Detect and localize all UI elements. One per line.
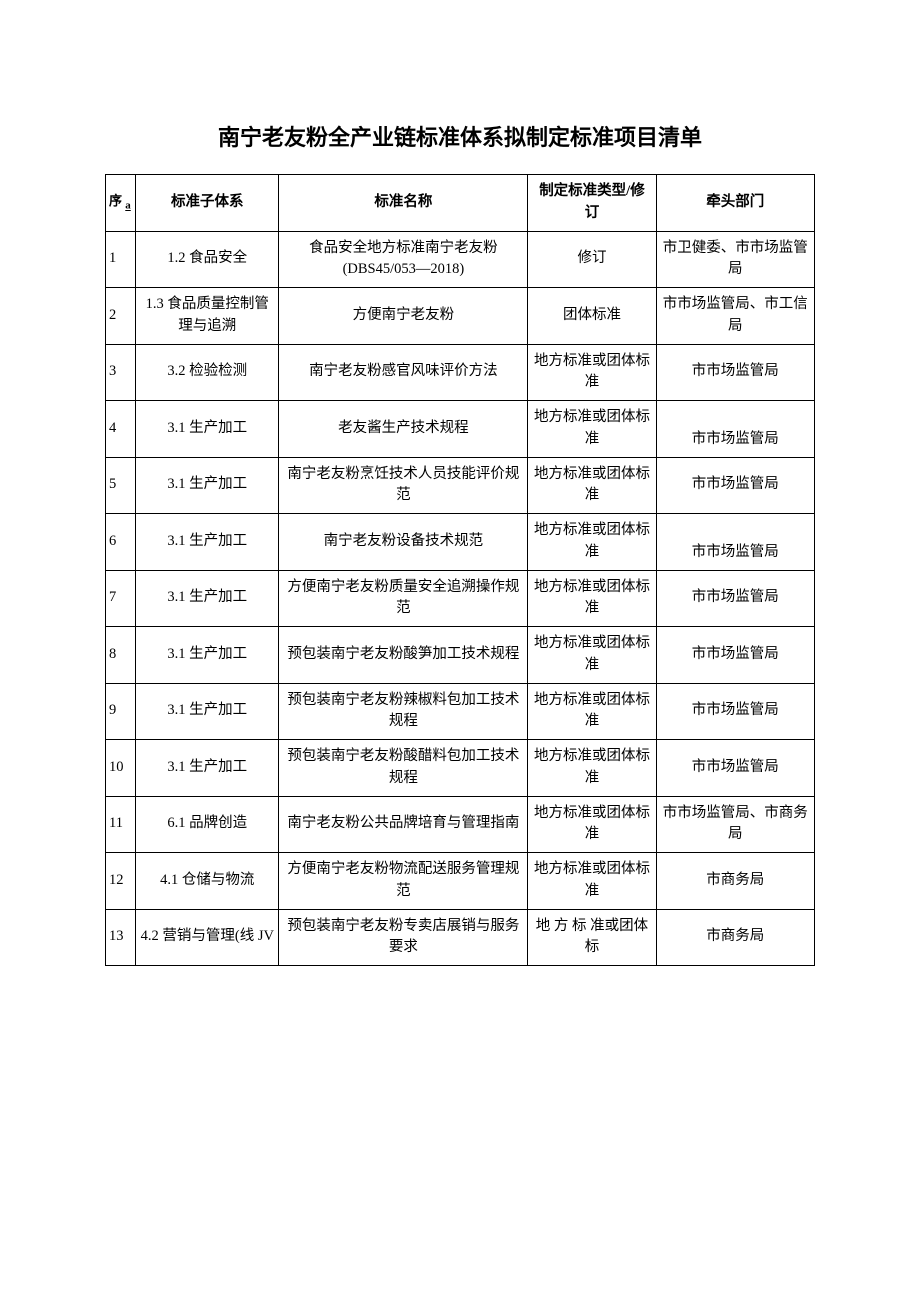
cell-type: 修订 bbox=[528, 231, 656, 288]
cell-index: 4 bbox=[106, 401, 136, 458]
cell-standard-name: 方便南宁老友粉 bbox=[279, 288, 528, 345]
table-row: 53.1 生产加工南宁老友粉烹饪技术人员技能评价规范地方标准或团体标准市市场监管… bbox=[106, 457, 815, 514]
table-row: 116.1 品牌创造南宁老友粉公共品牌培育与管理指南地方标准或团体标准市市场监管… bbox=[106, 796, 815, 853]
cell-index: 2 bbox=[106, 288, 136, 345]
cell-index: 6 bbox=[106, 514, 136, 571]
page-title: 南宁老友粉全产业链标准体系拟制定标准项目清单 bbox=[105, 120, 815, 152]
table-row: 33.2 检验检测南宁老友粉感官风味评价方法地方标准或团体标准市市场监管局 bbox=[106, 344, 815, 401]
cell-index: 3 bbox=[106, 344, 136, 401]
table-row: 83.1 生产加工预包装南宁老友粉酸笋加工技术规程地方标准或团体标准市市场监管局 bbox=[106, 627, 815, 684]
cell-index: 10 bbox=[106, 740, 136, 797]
cell-index: 9 bbox=[106, 683, 136, 740]
cell-department: 市市场监管局、市商务局 bbox=[656, 796, 814, 853]
cell-standard-name: 南宁老友粉设备技术规范 bbox=[279, 514, 528, 571]
cell-standard-name: 方便南宁老友粉质量安全追溯操作规范 bbox=[279, 570, 528, 627]
cell-type: 地方标准或团体标准 bbox=[528, 740, 656, 797]
cell-type: 地方标准或团体标准 bbox=[528, 457, 656, 514]
table-row: 134.2 营销与管理(线 JV预包装南宁老友粉专卖店展销与服务要求地 方 标 … bbox=[106, 909, 815, 966]
cell-type: 团体标准 bbox=[528, 288, 656, 345]
cell-standard-name: 方便南宁老友粉物流配送服务管理规范 bbox=[279, 853, 528, 910]
table-row: 73.1 生产加工方便南宁老友粉质量安全追溯操作规范地方标准或团体标准市市场监管… bbox=[106, 570, 815, 627]
standards-table: 序 a 标准子体系 标准名称 制定标准类型/修订 牵头部门 11.2 食品安全食… bbox=[105, 174, 815, 966]
cell-index: 7 bbox=[106, 570, 136, 627]
cell-standard-name: 预包装南宁老友粉酸笋加工技术规程 bbox=[279, 627, 528, 684]
cell-type: 地方标准或团体标准 bbox=[528, 796, 656, 853]
cell-index: 11 bbox=[106, 796, 136, 853]
cell-standard-name: 预包装南宁老友粉专卖店展销与服务要求 bbox=[279, 909, 528, 966]
cell-subsystem: 3.2 检验检测 bbox=[136, 344, 279, 401]
cell-standard-name: 南宁老友粉烹饪技术人员技能评价规范 bbox=[279, 457, 528, 514]
table-row: 43.1 生产加工老友酱生产技术规程地方标准或团体标准市市场监管局 bbox=[106, 401, 815, 458]
cell-index: 1 bbox=[106, 231, 136, 288]
cell-department: 市市场监管局 bbox=[656, 683, 814, 740]
cell-standard-name: 预包装南宁老友粉酸醋料包加工技术规程 bbox=[279, 740, 528, 797]
cell-standard-name: 食品安全地方标准南宁老友粉(DBS45/053—2018) bbox=[279, 231, 528, 288]
cell-type: 地方标准或团体标准 bbox=[528, 570, 656, 627]
cell-subsystem: 3.1 生产加工 bbox=[136, 401, 279, 458]
table-row: 93.1 生产加工预包装南宁老友粉辣椒料包加工技术规程地方标准或团体标准市市场监… bbox=[106, 683, 815, 740]
cell-type: 地方标准或团体标准 bbox=[528, 401, 656, 458]
cell-department: 市市场监管局、市工信局 bbox=[656, 288, 814, 345]
table-row: 124.1 仓储与物流方便南宁老友粉物流配送服务管理规范地方标准或团体标准市商务… bbox=[106, 853, 815, 910]
cell-type: 地方标准或团体标准 bbox=[528, 683, 656, 740]
cell-type: 地方标准或团体标准 bbox=[528, 344, 656, 401]
cell-subsystem: 3.1 生产加工 bbox=[136, 740, 279, 797]
table-header-row: 序 a 标准子体系 标准名称 制定标准类型/修订 牵头部门 bbox=[106, 175, 815, 232]
cell-subsystem: 3.1 生产加工 bbox=[136, 457, 279, 514]
cell-subsystem: 4.2 营销与管理(线 JV bbox=[136, 909, 279, 966]
cell-department: 市市场监管局 bbox=[656, 627, 814, 684]
cell-subsystem: 3.1 生产加工 bbox=[136, 683, 279, 740]
col-header-subsystem: 标准子体系 bbox=[136, 175, 279, 232]
cell-subsystem: 1.2 食品安全 bbox=[136, 231, 279, 288]
cell-index: 5 bbox=[106, 457, 136, 514]
cell-subsystem: 6.1 品牌创造 bbox=[136, 796, 279, 853]
cell-subsystem: 3.1 生产加工 bbox=[136, 514, 279, 571]
table-row: 63.1 生产加工南宁老友粉设备技术规范地方标准或团体标准市市场监管局 bbox=[106, 514, 815, 571]
cell-standard-name: 老友酱生产技术规程 bbox=[279, 401, 528, 458]
col-header-dept: 牵头部门 bbox=[656, 175, 814, 232]
cell-department: 市商务局 bbox=[656, 909, 814, 966]
cell-department: 市市场监管局 bbox=[656, 344, 814, 401]
table-row: 21.3 食品质量控制管理与追溯方便南宁老友粉团体标准市市场监管局、市工信局 bbox=[106, 288, 815, 345]
cell-department: 市市场监管局 bbox=[656, 401, 814, 458]
col-header-type: 制定标准类型/修订 bbox=[528, 175, 656, 232]
cell-department: 市市场监管局 bbox=[656, 514, 814, 571]
table-row: 103.1 生产加工预包装南宁老友粉酸醋料包加工技术规程地方标准或团体标准市市场… bbox=[106, 740, 815, 797]
cell-department: 市市场监管局 bbox=[656, 570, 814, 627]
cell-department: 市市场监管局 bbox=[656, 457, 814, 514]
cell-subsystem: 1.3 食品质量控制管理与追溯 bbox=[136, 288, 279, 345]
cell-department: 市商务局 bbox=[656, 853, 814, 910]
col-header-name: 标准名称 bbox=[279, 175, 528, 232]
cell-standard-name: 预包装南宁老友粉辣椒料包加工技术规程 bbox=[279, 683, 528, 740]
cell-index: 8 bbox=[106, 627, 136, 684]
cell-standard-name: 南宁老友粉公共品牌培育与管理指南 bbox=[279, 796, 528, 853]
cell-type: 地方标准或团体标准 bbox=[528, 627, 656, 684]
cell-index: 12 bbox=[106, 853, 136, 910]
table-row: 11.2 食品安全食品安全地方标准南宁老友粉(DBS45/053—2018)修订… bbox=[106, 231, 815, 288]
cell-type: 地方标准或团体标准 bbox=[528, 853, 656, 910]
cell-subsystem: 3.1 生产加工 bbox=[136, 570, 279, 627]
cell-subsystem: 4.1 仓储与物流 bbox=[136, 853, 279, 910]
cell-subsystem: 3.1 生产加工 bbox=[136, 627, 279, 684]
cell-department: 市卫健委、市市场监管局 bbox=[656, 231, 814, 288]
cell-type: 地方标准或团体标准 bbox=[528, 514, 656, 571]
cell-index: 13 bbox=[106, 909, 136, 966]
cell-standard-name: 南宁老友粉感官风味评价方法 bbox=[279, 344, 528, 401]
col-header-index: 序 a bbox=[106, 175, 136, 232]
cell-type: 地 方 标 准或团体标 bbox=[528, 909, 656, 966]
cell-department: 市市场监管局 bbox=[656, 740, 814, 797]
